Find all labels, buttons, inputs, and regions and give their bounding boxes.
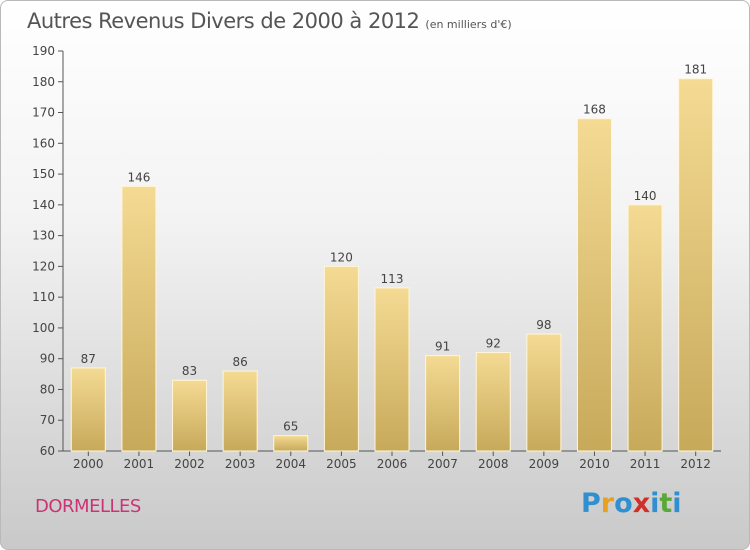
x-tick-label: 2003 xyxy=(225,457,256,471)
y-tick-label: 130 xyxy=(32,229,55,243)
y-tick-label: 160 xyxy=(32,136,55,150)
bar-value-label: 91 xyxy=(435,340,450,354)
y-tick-label: 110 xyxy=(32,290,55,304)
bar xyxy=(70,367,106,452)
bar-value-label: 181 xyxy=(684,63,707,77)
logo-letter: x xyxy=(632,488,651,519)
y-tick-label: 180 xyxy=(32,75,55,89)
bar xyxy=(576,118,612,452)
bar xyxy=(526,333,562,452)
commune-name: DORMELLES xyxy=(35,496,141,517)
bars xyxy=(70,78,714,452)
y-tick-label: 90 xyxy=(40,352,55,366)
y-tick-label: 100 xyxy=(32,321,55,335)
x-tick-label: 2007 xyxy=(427,457,458,471)
y-tick-label: 150 xyxy=(32,167,55,181)
bar-value-label: 86 xyxy=(233,355,248,369)
logo-letter: t xyxy=(659,488,673,519)
bar-value-label: 87 xyxy=(81,352,96,366)
chart-subtitle: (en milliers d'€) xyxy=(425,18,512,31)
bar-value-label: 146 xyxy=(127,170,150,184)
y-tick-label: 140 xyxy=(32,198,55,212)
axes: 60 70 80 90 100 110 120 130 140 150 160 170 180 190 20… xyxy=(32,44,721,471)
x-tick-label: 2004 xyxy=(275,457,306,471)
x-tick-label: 2000 xyxy=(73,457,104,471)
bar-value-label: 120 xyxy=(330,250,353,264)
x-tick-label: 2006 xyxy=(377,457,408,471)
y-tick-label: 120 xyxy=(32,259,55,273)
bar-value-label: 140 xyxy=(634,189,657,203)
y-tick-label: 170 xyxy=(32,106,55,120)
bar-value-label: 65 xyxy=(283,420,298,434)
bar-value-label: 168 xyxy=(583,103,606,117)
bar-value-label: 98 xyxy=(536,318,551,332)
chart-title: Autres Revenus Divers de 2000 à 2012 (en … xyxy=(27,9,512,33)
bar xyxy=(627,204,663,452)
x-tick-label: 2010 xyxy=(579,457,610,471)
bar xyxy=(374,287,410,452)
y-tick-label: 70 xyxy=(40,413,55,427)
chart-title-text: Autres Revenus Divers de 2000 à 2012 xyxy=(27,9,420,33)
bar-value-label: 113 xyxy=(381,272,404,286)
proxiti-logo[interactable]: Proxiti xyxy=(581,488,682,519)
bar-value-label: 92 xyxy=(486,337,501,351)
y-tick-label: 80 xyxy=(40,382,55,396)
bar-value-label: 83 xyxy=(182,364,197,378)
logo-letter: o xyxy=(614,488,633,519)
x-tick-label: 2008 xyxy=(478,457,509,471)
bar xyxy=(678,78,714,452)
x-tick-label: 2005 xyxy=(326,457,357,471)
bar xyxy=(323,265,359,452)
logo-letter: i xyxy=(672,488,682,519)
x-tick-label: 2001 xyxy=(124,457,155,471)
x-tick-label: 2011 xyxy=(630,457,661,471)
logo-letter: i xyxy=(650,488,660,519)
bar xyxy=(121,185,157,452)
logo-letter: r xyxy=(600,488,615,519)
bar xyxy=(475,352,511,452)
y-tick-label: 190 xyxy=(32,44,55,58)
bar xyxy=(222,370,258,452)
x-tick-label: 2009 xyxy=(529,457,560,471)
bar xyxy=(273,435,309,452)
bar xyxy=(425,355,461,452)
bar xyxy=(172,379,208,452)
data-labels: 87 146 83 86 65 120 113 91 92 98 168 140 181 xyxy=(81,63,707,434)
y-tick-label: 60 xyxy=(40,444,55,458)
x-tick-label: 2012 xyxy=(680,457,711,471)
logo-letter: P xyxy=(581,488,601,519)
x-tick-label: 2002 xyxy=(174,457,205,471)
